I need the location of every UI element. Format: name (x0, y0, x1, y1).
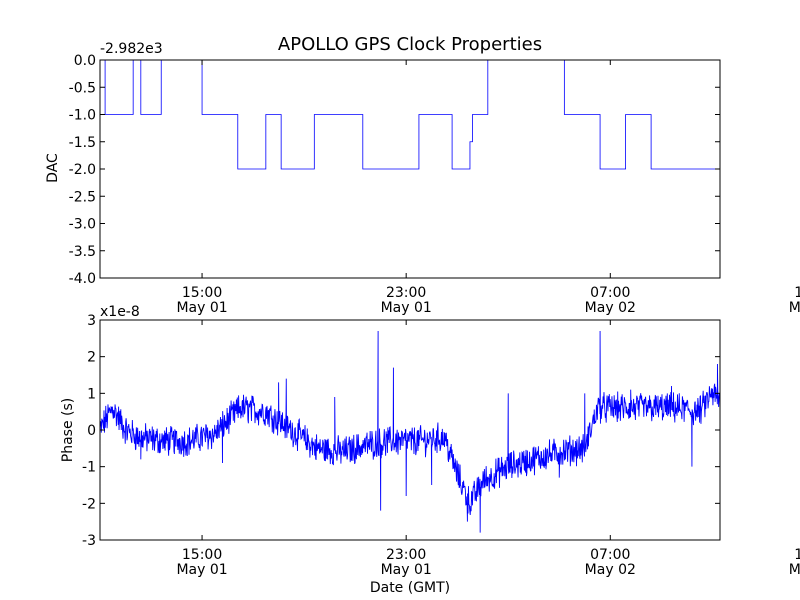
phase-offset-label: x1e-8 (100, 304, 140, 320)
dac-y-tick-label: -3.0 (69, 217, 96, 233)
phase-y-tick-label: 3 (87, 313, 96, 329)
chart-title: APOLLO GPS Clock Properties (278, 34, 542, 55)
dac-x-tick-date: May 01 (381, 300, 432, 316)
dac-offset-label: -2.982e3 (100, 41, 163, 57)
phase-x-tick-time: 15:00 (794, 547, 800, 563)
phase-y-tick-label: 0 (87, 423, 96, 439)
phase-y-tick-label: -2 (82, 496, 96, 512)
dac-y-tick-label: -1.5 (69, 135, 96, 151)
phase-y-tick-label: -3 (82, 533, 96, 549)
dac-x-tick-date: May 01 (176, 300, 227, 316)
dac-x-tick-date: May 02 (789, 300, 800, 316)
dac-y-tick-label: -0.5 (69, 80, 96, 96)
dac-x-tick-time: 07:00 (590, 285, 630, 301)
dac-x-tick-date: May 02 (585, 300, 636, 316)
phase-y-tick-label: 2 (87, 350, 96, 366)
dac-y-tick-label: -2.0 (69, 162, 96, 178)
dac-y-axis-label: DAC (45, 153, 61, 183)
phase-x-tick-time: 23:00 (386, 547, 426, 563)
dac-series-line (100, 60, 720, 170)
dac-y-tick-label: -1.0 (69, 108, 96, 124)
phase-x-tick-date: May 01 (381, 562, 432, 578)
phase-x-tick-time: 15:00 (182, 547, 222, 563)
dac-x-tick-time: 15:00 (794, 285, 800, 301)
phase-x-tick-date: May 01 (176, 562, 227, 578)
dac-y-tick-label: -2.5 (69, 189, 96, 205)
dac-y-tick-label: -3.5 (69, 244, 96, 260)
phase-y-axis-label: Phase (s) (60, 398, 76, 462)
phase-x-tick-date: May 02 (789, 562, 800, 578)
dac-y-tick-label: -4.0 (69, 271, 96, 287)
phase-series-line (100, 330, 720, 533)
phase-x-tick-date: May 02 (585, 562, 636, 578)
phase-x-axis-label: Date (GMT) (370, 580, 450, 596)
phase-y-tick-label: -1 (82, 460, 96, 476)
dac-x-tick-time: 15:00 (182, 285, 222, 301)
dac-y-tick-label: 0.0 (74, 53, 96, 69)
dac-axes: 0.0 -0.5 -1.0 -1.5 -2.0 -2.5 -3.0 -3.5 -4.0 15:00… (69, 53, 800, 316)
phase-x-tick-time: 07:00 (590, 547, 630, 563)
phase-y-tick-label: 1 (87, 386, 96, 402)
dac-x-tick-time: 23:00 (386, 285, 426, 301)
